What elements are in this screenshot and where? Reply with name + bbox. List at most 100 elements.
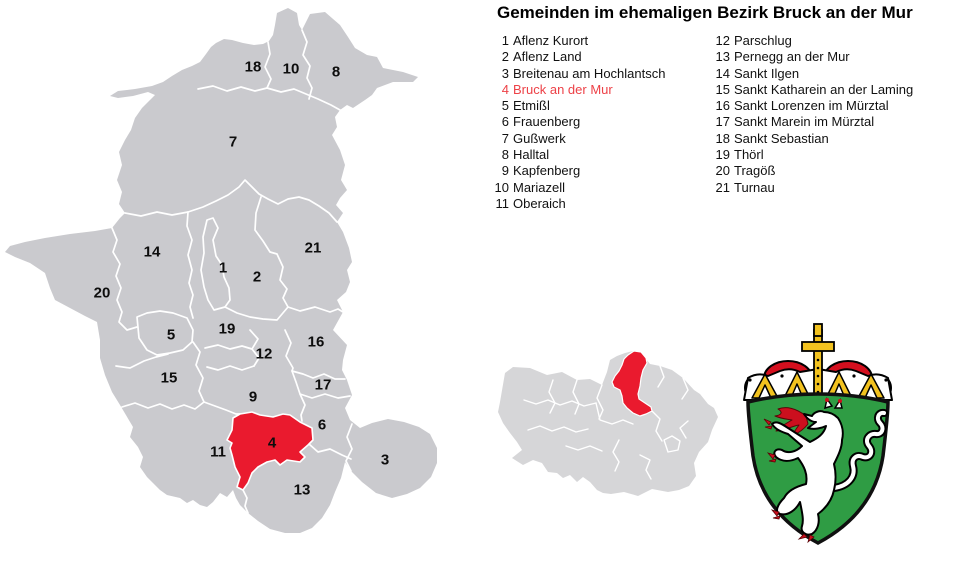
legend-item-name: Sankt Katharein an der Laming xyxy=(734,81,914,97)
legend-item-8: 8 Halltal xyxy=(494,147,709,163)
legend-item-name: Halltal xyxy=(513,147,550,163)
map-label-12: 12 xyxy=(256,346,273,363)
legend-item-name: Frauenberg xyxy=(513,114,581,130)
legend-item-number: 21 xyxy=(715,179,730,195)
legend-item-name: Tragöß xyxy=(734,163,776,179)
legend-item-18: 18 Sankt Sebastian xyxy=(712,131,942,147)
legend-item-2: 2 Aflenz Land xyxy=(494,49,709,65)
legend-item-1: 1 Aflenz Kurort xyxy=(494,33,709,49)
legend-item-name: Aflenz Land xyxy=(513,49,582,65)
panther-icon xyxy=(763,397,888,544)
legend-item-name: Pernegg an der Mur xyxy=(734,49,850,65)
legend-item-11: 11 Oberaich xyxy=(494,196,709,212)
legend-item-number: 16 xyxy=(715,98,730,114)
legend-item-19: 19 Thörl xyxy=(712,147,942,163)
legend-item-5: 5 Etmißl xyxy=(494,98,709,114)
legend-item-number: 1 xyxy=(501,33,509,48)
map-label-13: 13 xyxy=(294,482,311,499)
legend-item-number: 3 xyxy=(501,65,509,81)
legend-item-16: 16 Sankt Lorenzen im Mürztal xyxy=(712,98,942,114)
styria-shape xyxy=(498,351,718,496)
legend-item-name: Breitenau am Hochlantsch xyxy=(513,65,666,81)
map-label-4: 4 xyxy=(268,435,277,452)
legend-item-number: 9 xyxy=(501,163,509,179)
legend-item-number: 5 xyxy=(501,98,509,114)
legend-item-14: 14 Sankt Ilgen xyxy=(712,66,942,82)
map-label-8: 8 xyxy=(332,64,340,81)
legend-item-number: 4 xyxy=(501,81,509,97)
map-label-21: 21 xyxy=(305,240,322,257)
legend-item-name: Sankt Sebastian xyxy=(734,130,829,146)
map-label-3: 3 xyxy=(381,452,389,469)
legend-item-name: Etmißl xyxy=(513,98,550,114)
page-title: Gemeinden im ehemaligen Bezirk Bruck an … xyxy=(497,3,913,22)
legend-item-3: 3 Breitenau am Hochlantsch xyxy=(494,66,709,82)
legend-item-10: 10 Mariazell xyxy=(494,180,709,196)
legend-item-4: 4 Bruck an der Mur xyxy=(494,82,709,98)
legend-item-number: 15 xyxy=(715,81,730,97)
map-label-6: 6 xyxy=(318,417,326,434)
bruck-district-highlight xyxy=(611,350,653,417)
map-label-15: 15 xyxy=(161,370,178,387)
legend-item-13: 13 Pernegg an der Mur xyxy=(712,49,942,65)
legend-item-20: 20 Tragöß xyxy=(712,163,942,179)
legend-item-name: Parschlug xyxy=(734,33,792,48)
legend-item-number: 13 xyxy=(715,49,730,65)
legend-item-9: 9 Kapfenberg xyxy=(494,163,709,179)
map-label-9: 9 xyxy=(249,389,257,406)
styria-district-borders xyxy=(523,365,689,480)
legend-item-number: 19 xyxy=(715,147,730,163)
map-label-17: 17 xyxy=(315,377,332,394)
legend-item-name: Aflenz Kurort xyxy=(513,33,589,48)
styria-locator-map xyxy=(498,350,718,496)
map-label-7: 7 xyxy=(229,134,237,151)
legend-item-6: 6 Frauenberg xyxy=(494,114,709,130)
legend-item-name: Kapfenberg xyxy=(513,163,581,179)
map-label-10: 10 xyxy=(283,61,300,78)
district-map-shape xyxy=(5,8,437,533)
legend-item-21: 21 Turnau xyxy=(712,180,942,196)
legend-column-1: 1 Aflenz Kurort 2 Aflenz Land 3 Breitenau am … xyxy=(494,33,709,212)
legend-item-15: 15 Sankt Katharein an der Laming xyxy=(712,82,942,98)
legend-item-number: 20 xyxy=(715,163,730,179)
map-label-19: 19 xyxy=(219,321,236,338)
region-bruck-an-der-mur-highlight xyxy=(226,411,314,491)
map-label-18: 18 xyxy=(245,59,262,76)
legend-item-17: 17 Sankt Marein im Mürztal xyxy=(712,114,942,130)
legend-item-name: Oberaich xyxy=(513,195,566,211)
map-label-16: 16 xyxy=(308,334,325,351)
municipal-borders xyxy=(111,29,353,514)
legend-item-name: Bruck an der Mur xyxy=(513,81,613,97)
map-label-5: 5 xyxy=(167,327,175,344)
legend-item-number: 8 xyxy=(501,147,509,163)
legend-item-name: Mariazell xyxy=(513,179,566,195)
map-label-14: 14 xyxy=(144,244,161,261)
ducal-hat-icon xyxy=(743,323,893,401)
legend-item-name: Sankt Ilgen xyxy=(734,65,800,81)
legend-item-name: Sankt Marein im Mürztal xyxy=(734,114,875,130)
legend-column-2: 12 Parschlug 13 Pernegg an der Mur 14 Sankt I… xyxy=(712,33,942,196)
legend-item-name: Gußwerk xyxy=(513,130,566,146)
legend-item-number: 14 xyxy=(715,65,730,81)
legend-item-7: 7 Gußwerk xyxy=(494,131,709,147)
legend-item-number: 17 xyxy=(715,114,730,130)
legend-item-number: 2 xyxy=(501,49,509,65)
legend-item-12: 12 Parschlug xyxy=(712,33,942,49)
map-label-20: 20 xyxy=(94,285,111,302)
styria-coat-of-arms xyxy=(743,323,893,545)
legend-item-name: Turnau xyxy=(734,179,775,195)
legend-item-name: Thörl xyxy=(734,147,764,163)
legend-item-number: 6 xyxy=(501,114,509,130)
legend-item-number: 18 xyxy=(715,130,730,146)
map-label-11: 11 xyxy=(210,444,226,461)
legend-item-number: 10 xyxy=(494,179,509,195)
legend-item-name: Sankt Lorenzen im Mürztal xyxy=(734,98,889,114)
map-label-2: 2 xyxy=(253,269,261,286)
legend-item-number: 11 xyxy=(495,195,510,211)
map-label-1: 1 xyxy=(219,260,227,277)
legend-item-number: 12 xyxy=(715,33,730,48)
legend-item-number: 7 xyxy=(501,130,509,146)
